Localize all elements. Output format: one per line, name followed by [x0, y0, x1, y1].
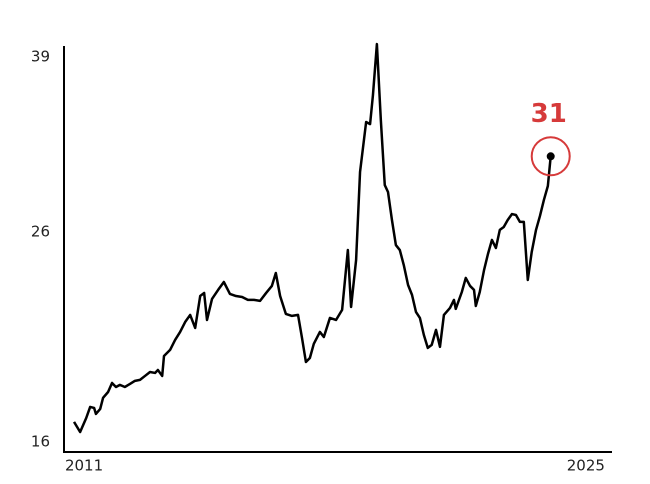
y-tick-label: 39	[31, 48, 50, 66]
line	[72, 42, 552, 434]
x-tick-label: 2025	[567, 457, 605, 475]
highlight-ring	[530, 136, 571, 177]
value-label: 31	[531, 99, 567, 129]
end-point	[546, 152, 555, 161]
y-tick-label: 16	[31, 432, 50, 450]
y-tick-label: 26	[31, 223, 50, 241]
x-tick-label: 2011	[65, 457, 103, 475]
